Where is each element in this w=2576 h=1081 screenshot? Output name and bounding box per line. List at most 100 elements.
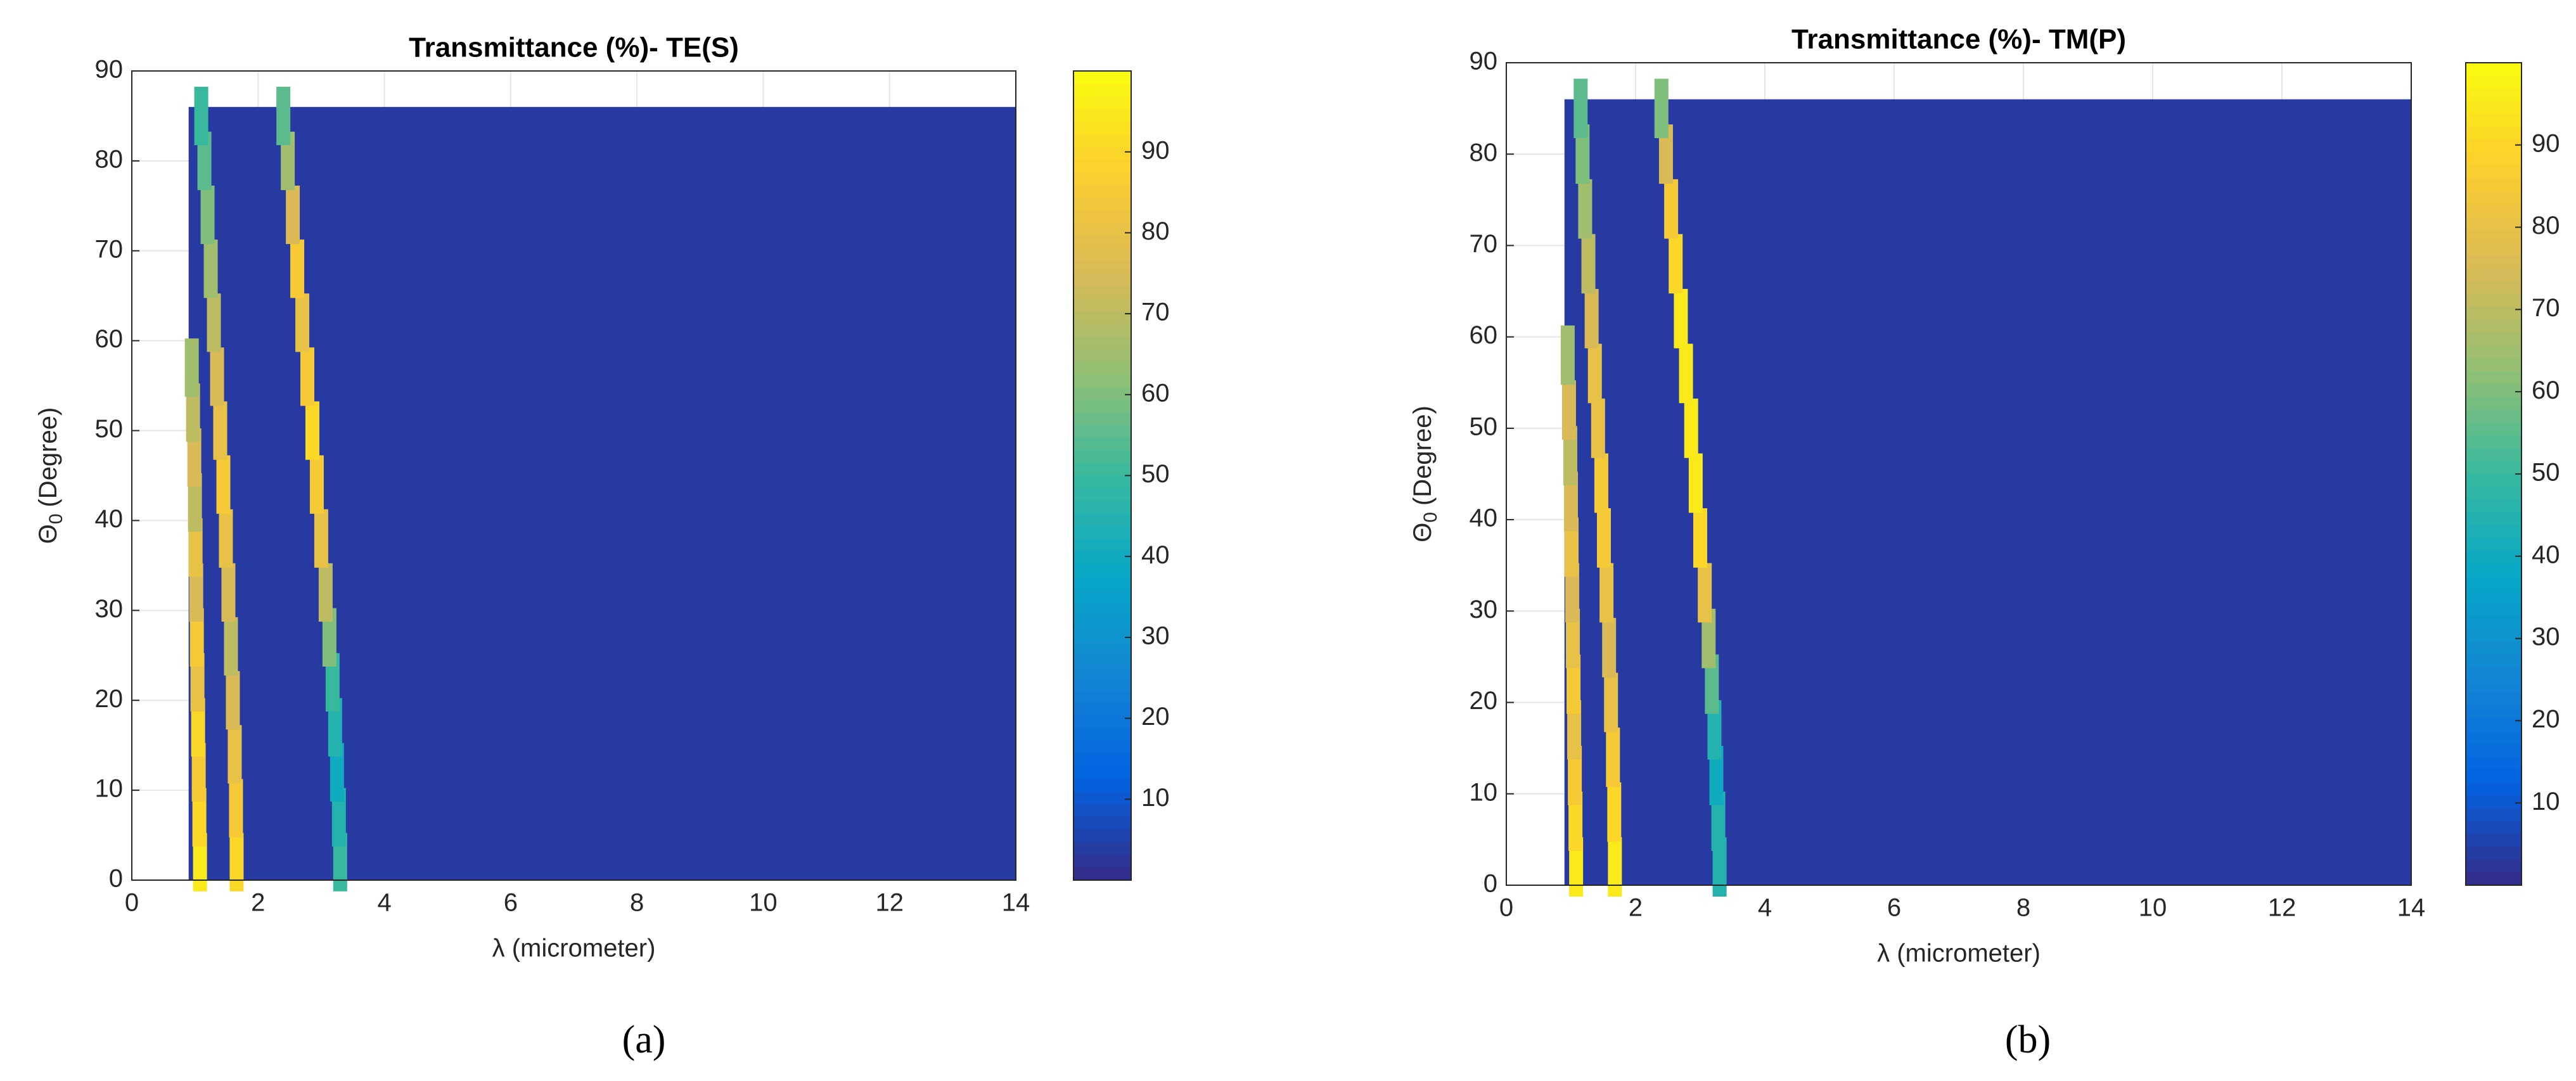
heatmap-cell xyxy=(333,833,347,892)
colorbar-cell xyxy=(1073,855,1131,869)
y-axis-label: Θ0 (Degree) xyxy=(1409,406,1441,542)
colorbar-cell xyxy=(2466,577,2522,591)
heatmap-cell xyxy=(1608,837,1622,897)
colorbar-cell xyxy=(1073,96,1131,110)
y-label-rest: (Degree) xyxy=(1409,406,1437,506)
heatmap-cell xyxy=(1688,453,1703,513)
colorbar-cell xyxy=(1073,791,1131,805)
y-label-sub: 0 xyxy=(46,514,67,525)
heatmap-cell xyxy=(1581,234,1596,294)
heatmap-cell xyxy=(229,833,244,892)
y-label-sub: 0 xyxy=(1420,512,1441,523)
colorbar-cell xyxy=(1073,513,1131,527)
heatmap-cell xyxy=(322,608,336,667)
colorbar-cell xyxy=(2466,217,2522,231)
colorbar-cell xyxy=(1073,715,1131,729)
heatmap-cell xyxy=(1567,654,1581,714)
colorbar-cell xyxy=(1073,539,1131,553)
colorbar-cell xyxy=(2466,821,2522,835)
y-tick-label: 80 xyxy=(1470,139,1498,167)
colorbar-cell xyxy=(2466,127,2522,141)
colorbar-cell xyxy=(1073,324,1131,338)
colorbar-cell xyxy=(2466,692,2522,707)
colorbar-cell xyxy=(1073,665,1131,679)
heatmap-cell xyxy=(1568,746,1582,805)
heatmap-cell xyxy=(227,725,242,784)
heatmap-cell xyxy=(1606,727,1620,787)
heatmap-cell xyxy=(1707,700,1722,760)
colorbar-cell xyxy=(2466,769,2522,783)
heatmap-cell xyxy=(331,788,346,847)
colorbar-cell xyxy=(2466,88,2522,102)
colorbar-cell xyxy=(2466,641,2522,655)
colorbar-cell xyxy=(2466,152,2522,167)
x-tick-label: 10 xyxy=(2139,894,2167,922)
heatmap-cell xyxy=(1709,746,1724,805)
heatmap-cell xyxy=(213,401,227,460)
heatmap-cell xyxy=(276,86,291,146)
colorbar-tick-label: 90 xyxy=(2532,129,2560,157)
axes-box xyxy=(1506,62,2412,886)
colorbar-cell xyxy=(1073,387,1131,400)
heatmap-cell xyxy=(1674,288,1688,349)
heatmap-cell xyxy=(1561,380,1576,440)
heatmap-cell xyxy=(325,653,340,712)
colorbar-cell xyxy=(1073,311,1131,325)
heatmap-cell xyxy=(328,698,342,757)
colorbar-cell xyxy=(2466,178,2522,192)
x-tick-label: 8 xyxy=(2016,894,2030,922)
colorbar-tick-label: 50 xyxy=(1141,460,1170,488)
colorbar-cell xyxy=(2466,667,2522,681)
colorbar-cell xyxy=(2466,525,2522,539)
colorbar-tick-label: 80 xyxy=(2532,212,2560,240)
colorbar-cell xyxy=(2466,679,2522,693)
colorbar-cell xyxy=(2466,757,2522,771)
colorbar-cell xyxy=(2466,474,2522,488)
heatmap-cell xyxy=(1599,563,1614,623)
colorbar-cell xyxy=(2466,371,2522,385)
colorbar-cell xyxy=(1073,450,1131,464)
colorbar-cell xyxy=(1073,134,1131,148)
y-tick-label: 60 xyxy=(1470,321,1498,349)
x-tick-label: 4 xyxy=(1758,894,1772,922)
heatmap-cell xyxy=(216,455,231,514)
colorbar-tick-label: 70 xyxy=(2532,294,2560,322)
colorbar-cell xyxy=(1073,210,1131,224)
y-tick-label: 40 xyxy=(1470,504,1498,532)
heatmap-cell xyxy=(1664,179,1679,239)
heatmap-cell xyxy=(189,608,204,667)
colorbar-cell xyxy=(2466,435,2522,449)
heatmap-cell xyxy=(286,185,300,245)
heatmap-cell xyxy=(1607,782,1622,842)
colorbar-cell xyxy=(1073,197,1131,211)
colorbar-cell xyxy=(2466,499,2522,513)
colorbar-cell xyxy=(1073,286,1131,300)
colorbar-cell xyxy=(1073,425,1131,438)
x-axis-label: λ (micrometer) xyxy=(492,935,656,963)
y-tick-label: 70 xyxy=(95,235,124,263)
y-tick-label: 10 xyxy=(1470,778,1498,806)
colorbar-cell xyxy=(1073,83,1131,97)
colorbar-tick-label: 10 xyxy=(2532,788,2560,816)
colorbar-cell xyxy=(2466,589,2522,603)
heatmap-cell xyxy=(1594,453,1608,513)
colorbar-cell xyxy=(1073,652,1131,666)
heatmap-cell xyxy=(187,428,202,487)
heatmap-cell xyxy=(1564,471,1578,532)
panel-label: (a) xyxy=(622,1018,666,1061)
heatmap-cell xyxy=(314,509,328,568)
heatmap-cell xyxy=(1563,426,1577,486)
heatmap-cell xyxy=(200,185,215,245)
x-axis-label: λ (micrometer) xyxy=(1877,940,2041,968)
colorbar-cell xyxy=(1073,260,1131,274)
y-tick-label: 40 xyxy=(95,505,124,533)
colorbar-cell xyxy=(2466,101,2522,115)
colorbar-cell xyxy=(2466,782,2522,796)
heatmap-cell xyxy=(1602,618,1617,677)
heatmap-cell xyxy=(295,293,310,352)
heatmap-cell xyxy=(330,743,344,802)
colorbar-cell xyxy=(2466,242,2522,257)
colorbar-tick-label: 90 xyxy=(1141,136,1170,164)
chart-title: Transmittance (%)- TM(P) xyxy=(1791,24,2126,55)
